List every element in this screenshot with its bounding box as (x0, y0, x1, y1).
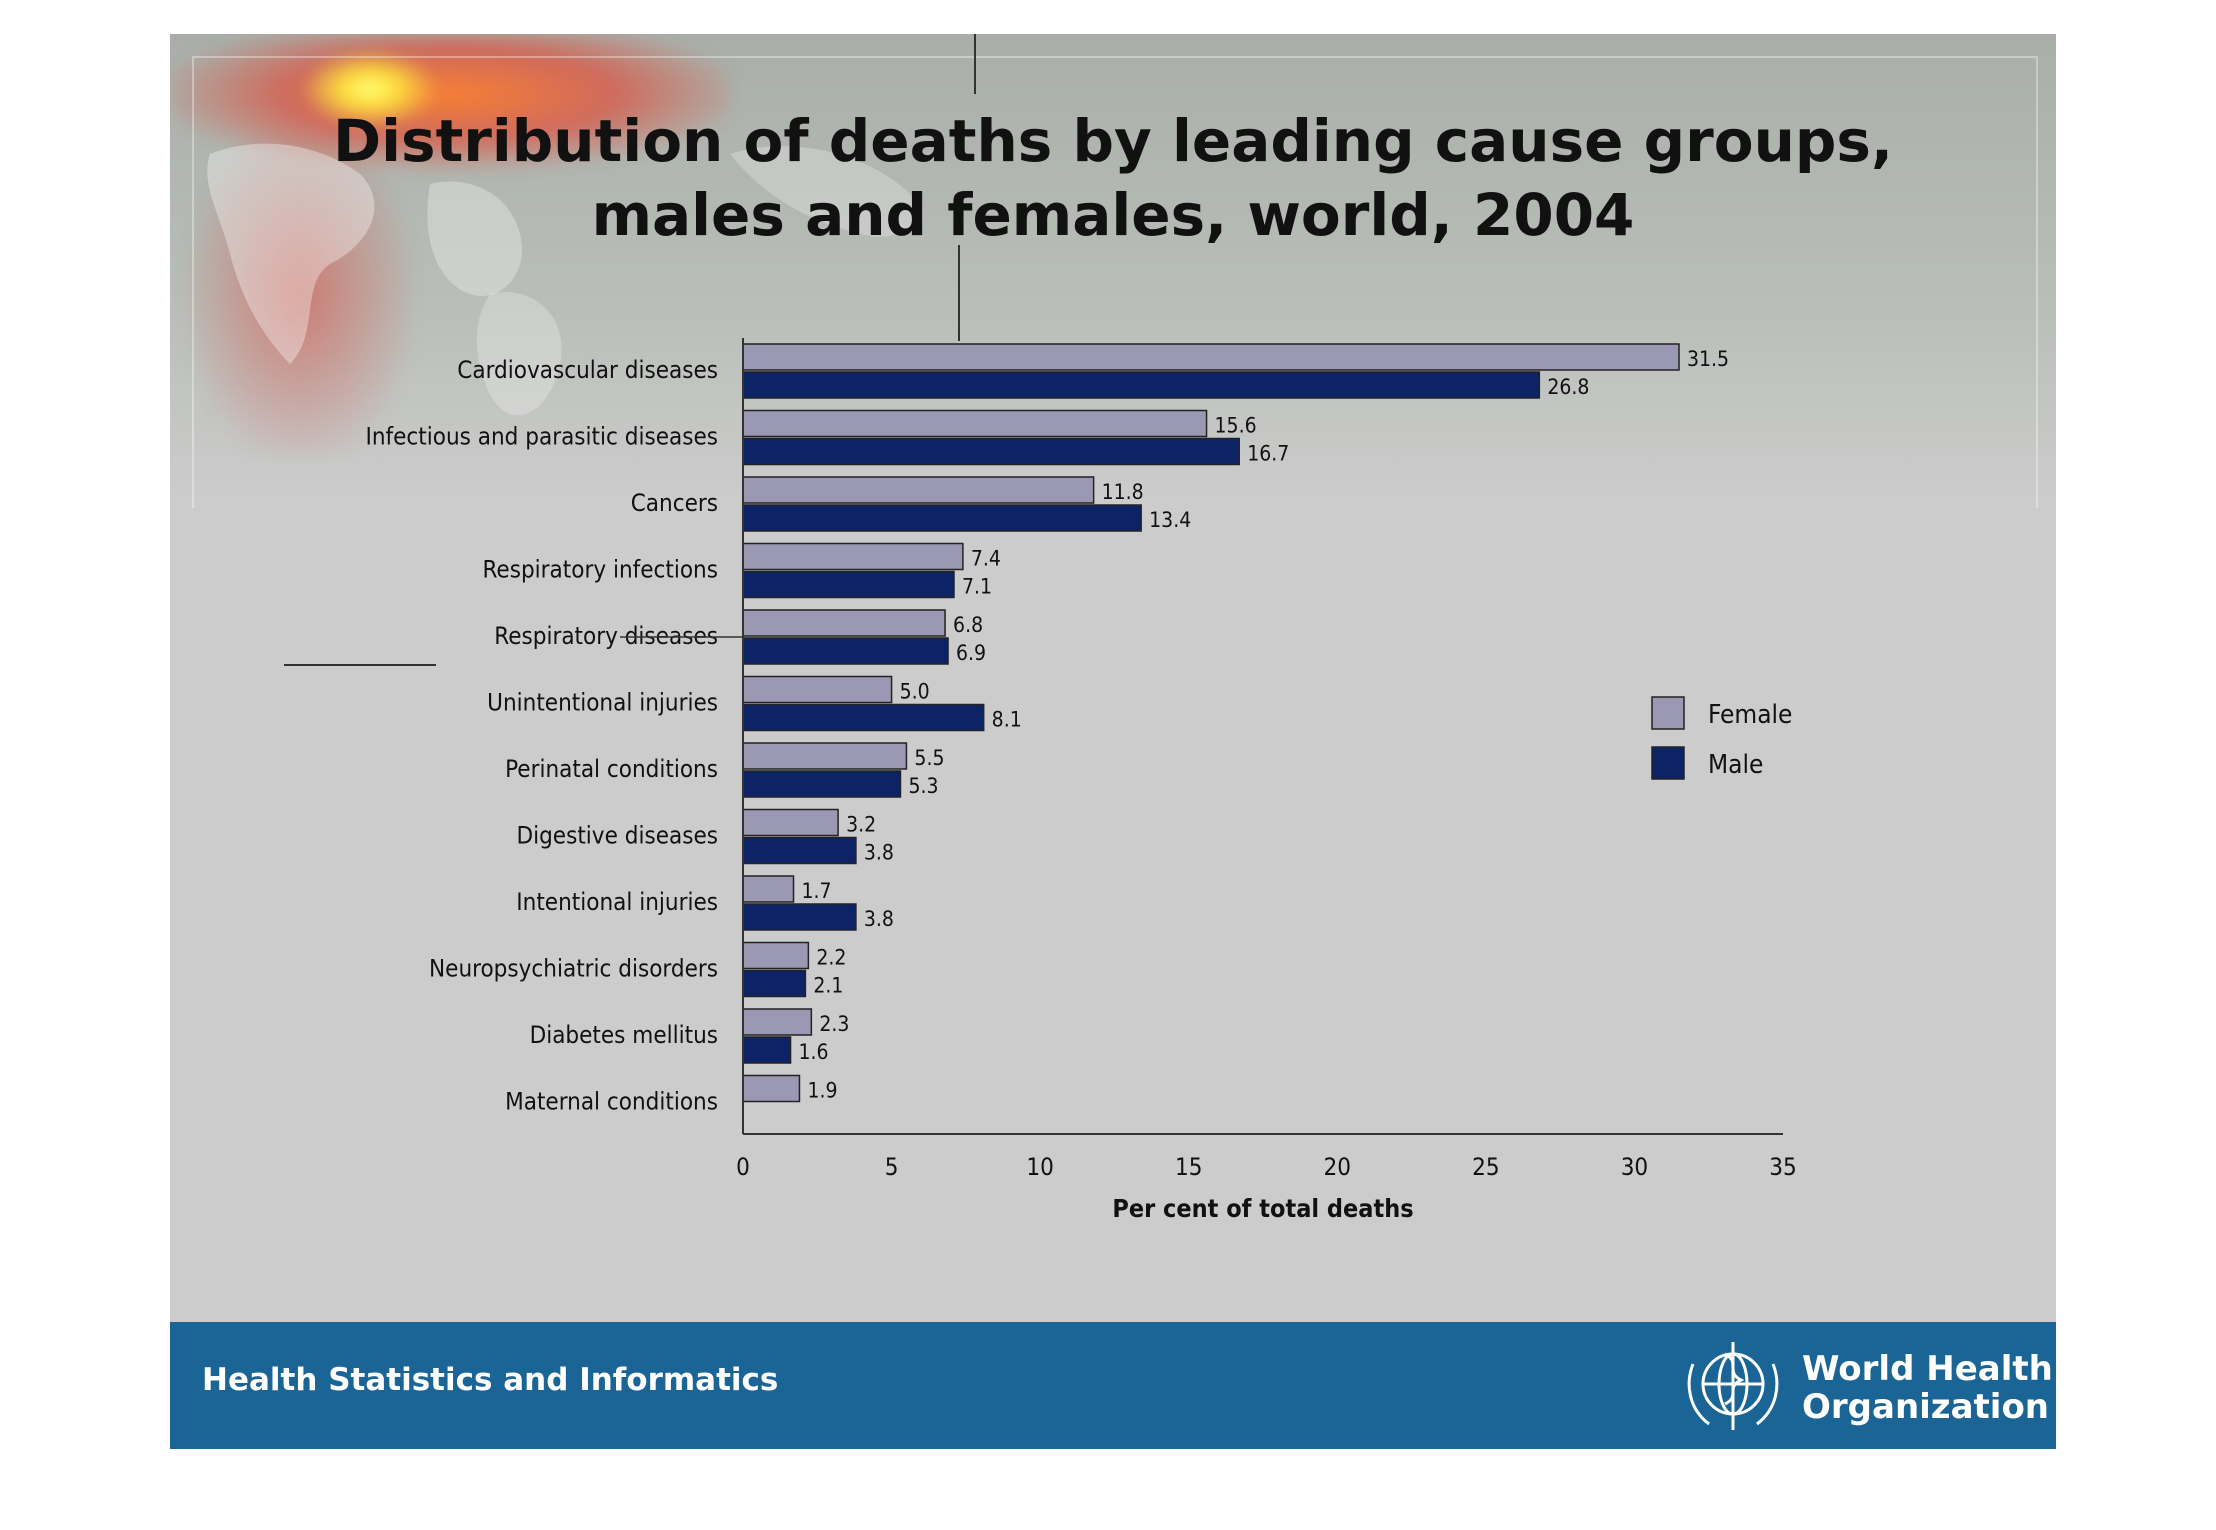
data-label: 6.8 (953, 613, 983, 637)
title-line-1: Distribution of deaths by leading cause … (333, 107, 1893, 175)
data-label: 6.9 (956, 641, 986, 665)
data-label: 1.9 (807, 1079, 837, 1103)
female-bar (742, 742, 908, 770)
data-label: 31.5 (1687, 347, 1729, 371)
x-tick-label: 20 (1324, 1153, 1351, 1181)
male-bar (742, 437, 1240, 466)
male-bar (742, 770, 902, 798)
female-bar (742, 542, 964, 571)
male-bar (742, 570, 955, 599)
data-label: 8.1 (992, 708, 1022, 732)
org-name-line-1: World Health (1802, 1349, 2053, 1389)
legend-swatch-male (1651, 746, 1685, 780)
male-bar (742, 504, 1142, 532)
data-label: 3.2 (846, 813, 876, 837)
x-tick-label: 25 (1472, 1153, 1499, 1181)
who-emblem-icon (1687, 1342, 1779, 1430)
female-bar (742, 343, 1680, 371)
org-name: World Health Organization (1802, 1350, 2053, 1426)
data-label: 2.1 (813, 974, 843, 998)
data-label: 5.3 (908, 774, 938, 798)
category-label: Perinatal conditions (505, 755, 718, 783)
category-label: Intentional injuries (516, 888, 718, 916)
data-label: 7.1 (962, 575, 992, 599)
x-axis-title: Per cent of total deaths (1112, 1194, 1413, 1223)
data-label: 1.7 (802, 879, 832, 903)
x-tick-label: 30 (1621, 1153, 1648, 1181)
data-label: 5.5 (914, 746, 944, 770)
data-label: 16.7 (1247, 442, 1289, 466)
x-tick-label: 10 (1026, 1153, 1053, 1181)
female-bar (742, 609, 946, 637)
category-label: Unintentional injuries (487, 689, 718, 717)
data-label: 5.0 (900, 680, 930, 704)
female-bar (742, 476, 1095, 504)
legend-label: Female (1708, 700, 1792, 730)
data-label: 26.8 (1547, 375, 1589, 399)
page-title: Distribution of deaths by leading cause … (170, 104, 2056, 252)
annotation-line (284, 664, 436, 666)
male-bar (742, 1036, 792, 1064)
category-label: Diabetes mellitus (530, 1021, 718, 1049)
male-bar (742, 969, 807, 998)
male-bar (742, 703, 985, 732)
data-label: 11.8 (1102, 480, 1144, 504)
org-name-line-2: Organization (1802, 1387, 2050, 1427)
data-label: 1.6 (799, 1040, 829, 1064)
footer-department: Health Statistics and Informatics (202, 1362, 779, 1398)
category-label: Respiratory infections (483, 556, 719, 584)
male-bar (742, 903, 857, 931)
data-label: 2.3 (819, 1012, 849, 1036)
header-frame (192, 56, 2038, 508)
category-label: Digestive diseases (516, 822, 718, 850)
data-label: 2.2 (816, 946, 846, 970)
footer-band: Health Statistics and Informatics World … (170, 1322, 2056, 1449)
slide: Distribution of deaths by leading cause … (170, 34, 2056, 1449)
female-bar (742, 941, 810, 970)
category-label: Neuropsychiatric disorders (429, 955, 718, 983)
male-bar (742, 371, 1541, 399)
data-label: 15.6 (1215, 414, 1257, 438)
category-label: Cardiovascular diseases (457, 356, 718, 384)
female-bar (742, 1008, 813, 1036)
x-tick-label: 35 (1769, 1153, 1796, 1181)
annotation-line (958, 245, 960, 341)
female-bar (742, 808, 839, 837)
title-line-2: males and females, world, 2004 (591, 181, 1635, 249)
data-label: 7.4 (971, 547, 1001, 571)
category-label: Respiratory diseases (494, 622, 718, 650)
x-tick-label: 15 (1175, 1153, 1202, 1181)
annotation-line (974, 34, 976, 94)
x-tick-label: 0 (736, 1153, 750, 1181)
category-label: Maternal conditions (505, 1088, 718, 1116)
bar-chart: Cardiovascular diseases 31.5 26.8 Infectiou… (366, 338, 1797, 1223)
map-highlight-glow (170, 34, 730, 454)
male-bar (742, 637, 949, 665)
world-map-icon (207, 143, 917, 416)
male-bar (742, 836, 857, 865)
legend-label: Male (1708, 750, 1763, 780)
female-bar (742, 409, 1208, 438)
female-bar (742, 875, 795, 903)
x-tick-label: 5 (885, 1153, 899, 1181)
data-label: 13.4 (1149, 508, 1191, 532)
data-label: 3.8 (864, 841, 894, 865)
category-label: Infectious and parasitic diseases (366, 423, 719, 451)
legend-swatch-female (1651, 696, 1685, 730)
category-label: Cancers (631, 489, 718, 517)
female-bar (742, 675, 893, 704)
data-label: 3.8 (864, 907, 894, 931)
female-bar (742, 1074, 801, 1103)
